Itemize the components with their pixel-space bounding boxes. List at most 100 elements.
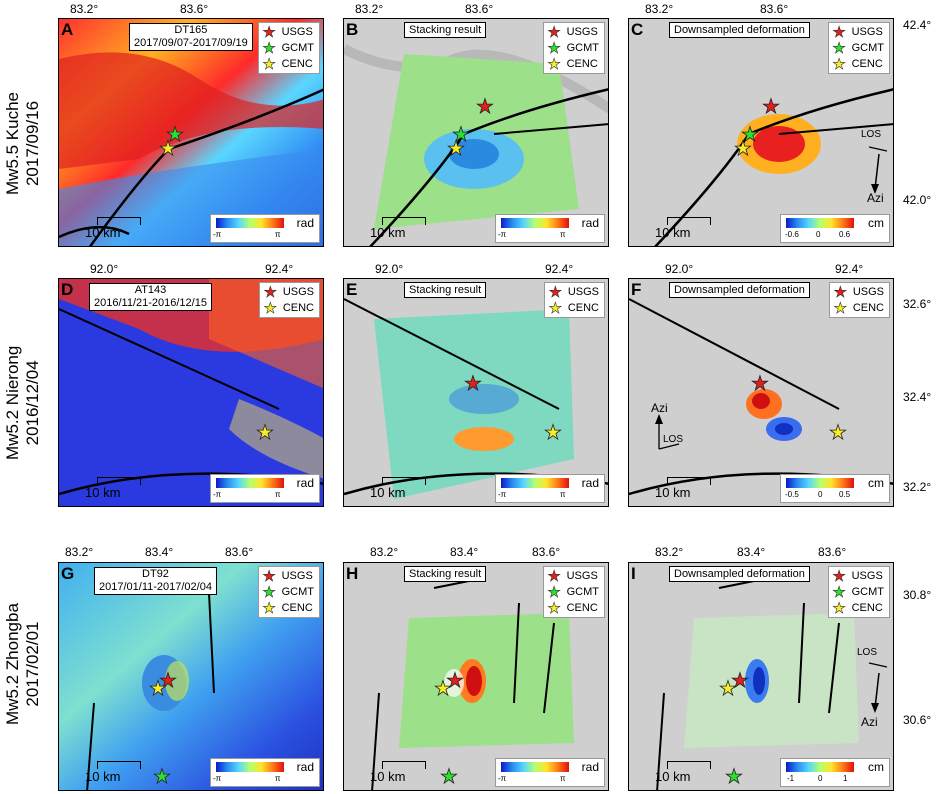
colorbar: rad -π π [210, 758, 320, 787]
row-label-kuche: Mw5.5 Kuche 2017/09/16 [3, 92, 43, 195]
downsampled-title: Downsampled deformation [669, 282, 810, 298]
usgs-epicenter-star-icon: ★ [751, 373, 770, 395]
downsampled-title: Downsampled deformation [669, 22, 810, 38]
panel-c-downsampled: C Downsampled deformation ★ USGS ★ GCMT ★ C… [628, 18, 894, 247]
legend-usgs: ★ USGS [262, 23, 313, 41]
cenc-epicenter-star-icon: ★ [447, 138, 466, 160]
epicenter-legend: ★ USGS ★ GCMT ★ CENC [542, 566, 605, 618]
los-label: LOS [861, 129, 882, 140]
star-icon: ★ [263, 283, 278, 301]
lon-tick: 83.2° [65, 545, 94, 559]
usgs-epicenter-star-icon: ★ [731, 670, 750, 692]
lon-tick: 83.4° [145, 545, 174, 559]
legend-gcmt: ★ GCMT [262, 39, 314, 57]
lat-tick: 32.4° [903, 390, 932, 404]
downsampled-title: Downsampled deformation [669, 566, 810, 582]
azi-label: Azi [867, 191, 884, 205]
stacking-image [344, 563, 608, 790]
scale-bar: 10 km [637, 477, 711, 500]
row-label-nierong: Mw5.2 Nierong 2016/12/04 [3, 346, 43, 460]
stacking-image [344, 279, 608, 506]
legend-cenc: ★ CENC [262, 55, 313, 73]
epicenter-legend: ★ USGS ★ GCMT ★ CENC [542, 22, 605, 74]
row-label-line2: 2017/02/01 [23, 621, 42, 707]
lon-tick: 92.4° [835, 262, 864, 276]
star-icon: ★ [547, 23, 561, 41]
colorbar: cm -0.6 0 0.6 [780, 214, 890, 243]
star-icon: ★ [832, 583, 846, 601]
star-icon: ★ [832, 567, 846, 585]
star-icon: ★ [547, 55, 561, 73]
lat-tick: 42.0° [903, 193, 932, 207]
scale-bar: 10 km [352, 477, 426, 500]
cenc-epicenter-star-icon: ★ [544, 422, 563, 444]
panel-a-interferogram: A DT165 2017/09/07-2017/09/19 ★ USGS ★ GCM… [58, 18, 324, 247]
star-icon: ★ [547, 583, 561, 601]
lat-tick: 32.6° [903, 297, 932, 311]
scale-bar: 10 km [352, 217, 426, 240]
date-range: 2016/11/21-2016/12/15 [94, 297, 207, 309]
gcmt-epicenter-star-icon: ★ [452, 124, 471, 146]
lon-tick: 92.0° [665, 262, 694, 276]
track-id: DT165 [174, 24, 208, 36]
cenc-epicenter-star-icon: ★ [719, 678, 738, 700]
star-icon: ★ [262, 39, 276, 57]
colorbar-gradient [216, 218, 284, 228]
row-label-line1: Mw5.2 Zhongba [3, 603, 22, 725]
azi-label: Azi [861, 715, 878, 729]
row-label-zhongba: Mw5.2 Zhongba 2017/02/01 [3, 603, 43, 725]
lon-tick: 83.4° [450, 545, 479, 559]
panel-f-downsampled: F Downsampled deformation ★ USGS ★ CENC ★ … [628, 278, 894, 507]
panel-letter: D [61, 280, 74, 299]
star-icon: ★ [548, 299, 563, 317]
row-label-line1: Mw5.2 Nierong [3, 345, 22, 460]
lon-tick: 83.6° [465, 2, 494, 16]
star-icon: ★ [547, 39, 561, 57]
gcmt-epicenter-star-icon: ★ [166, 124, 185, 146]
lon-tick: 83.2° [355, 2, 384, 16]
star-icon: ★ [832, 55, 846, 73]
panel-letter: E [346, 280, 358, 299]
star-icon: ★ [262, 583, 276, 601]
stacking-title: Stacking result [404, 282, 487, 298]
scale-bar: 10 km [352, 761, 426, 784]
epicenter-legend: ★ USGS ★ CENC [258, 282, 320, 318]
cenc-epicenter-star-icon: ★ [829, 422, 848, 444]
row-label-line2: 2017/09/16 [23, 100, 42, 187]
lat-tick: 42.4° [903, 18, 932, 32]
panel-letter: I [631, 564, 636, 583]
gcmt-epicenter-star-icon: ★ [741, 124, 760, 146]
stacking-title: Stacking result [404, 22, 487, 38]
lon-tick: 83.6° [760, 2, 789, 16]
star-icon: ★ [548, 283, 563, 301]
track-id: DT92 [142, 568, 169, 580]
lat-tick: 32.2° [903, 480, 932, 494]
panel-e-stacking: E Stacking result ★ USGS ★ CENC ★ ★ 10 km … [343, 278, 609, 507]
track-title: AT143 2016/11/21-2016/12/15 [89, 283, 212, 311]
star-icon: ★ [832, 23, 846, 41]
colorbar: rad -π π [210, 474, 320, 503]
cenc-epicenter-star-icon: ★ [734, 138, 753, 160]
colorbar: rad -π π [210, 214, 320, 243]
lon-tick: 83.6° [818, 545, 847, 559]
lat-tick: 30.8° [903, 588, 932, 602]
scale-bar: 10 km [637, 217, 711, 240]
star-icon: ★ [547, 599, 561, 617]
lon-tick: 83.6° [225, 545, 254, 559]
star-icon: ★ [832, 599, 846, 617]
track-title: DT165 2017/09/07-2017/09/19 [129, 23, 253, 51]
azi-label: Azi [651, 401, 668, 415]
panel-g-interferogram: G DT92 2017/01/11-2017/02/04 ★ USGS ★ GCMT… [58, 562, 324, 791]
star-icon: ★ [833, 299, 848, 317]
gcmt-epicenter-star-icon: ★ [440, 766, 459, 788]
stacking-title: Stacking result [404, 566, 487, 582]
star-icon: ★ [262, 567, 276, 585]
epicenter-legend: ★ USGS ★ GCMT ★ CENC [827, 566, 890, 618]
epicenter-legend: ★ USGS ★ CENC [828, 282, 890, 318]
colorbar: rad -π π [495, 474, 605, 503]
los-label: LOS [857, 647, 878, 658]
star-icon: ★ [262, 55, 276, 73]
epicenter-legend: ★ USGS ★ GCMT ★ CENC [257, 566, 320, 618]
usgs-epicenter-star-icon: ★ [476, 96, 495, 118]
colorbar: cm -1 0 1 [780, 758, 890, 787]
